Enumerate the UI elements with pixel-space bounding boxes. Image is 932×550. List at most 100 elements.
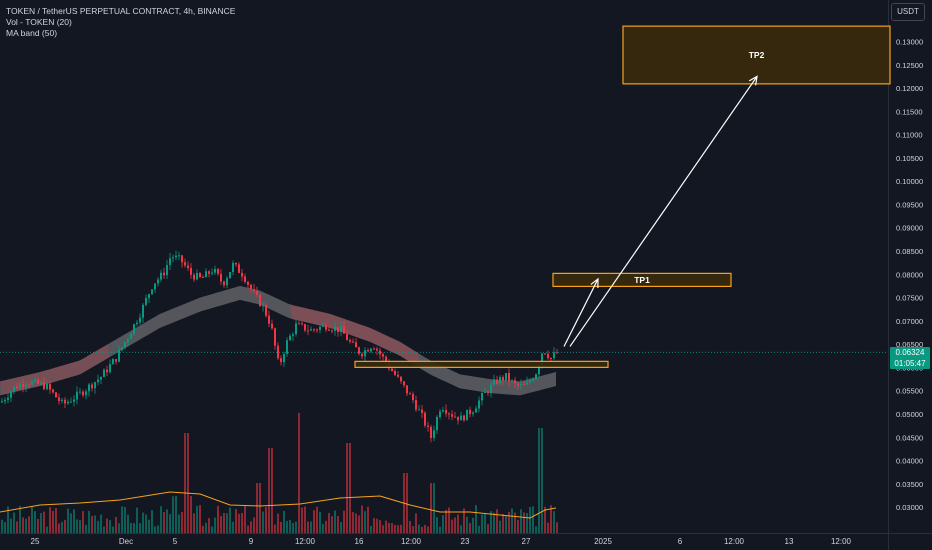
volume-ma-line <box>0 491 557 519</box>
candle-body <box>133 324 135 334</box>
volume-bar <box>265 507 267 533</box>
candle-body <box>64 399 66 404</box>
volume-bar <box>199 505 201 533</box>
volume-bar <box>277 513 279 533</box>
candle-body <box>208 271 210 274</box>
volume-bar <box>421 526 423 533</box>
candle-body <box>295 323 297 335</box>
currency-button[interactable]: USDT <box>891 3 925 21</box>
candle-body <box>343 326 345 334</box>
candle-body <box>109 364 111 373</box>
y-tick-label: 0.07500 <box>896 294 923 303</box>
y-tick-label: 0.04000 <box>896 457 923 466</box>
volume-bar <box>64 519 66 533</box>
volume-bar <box>76 519 78 533</box>
volume-bar <box>493 512 495 533</box>
x-tick-label: 12:00 <box>295 537 316 546</box>
volume-bar <box>244 506 246 533</box>
candle-body <box>55 392 57 398</box>
volume-bar <box>469 523 471 533</box>
symbol-title[interactable]: TOKEN / TetherUS PERPETUAL CONTRACT, 4h,… <box>6 6 236 16</box>
candle-body <box>58 397 60 402</box>
candle-body <box>520 383 522 386</box>
volume-bar <box>466 516 468 533</box>
x-tick-label: 9 <box>249 537 254 546</box>
volume-bar <box>304 506 306 533</box>
candle-body <box>175 255 177 258</box>
x-tick-label: 27 <box>522 537 531 546</box>
volume-bar <box>118 523 120 533</box>
volume-bar <box>178 514 180 533</box>
volume-bar <box>253 517 255 533</box>
ma-band-indicator-label[interactable]: MA band (50) <box>6 28 58 38</box>
volume-bar <box>496 509 498 533</box>
candle-body <box>37 379 39 384</box>
candle-body <box>52 389 54 393</box>
y-tick-label: 0.13000 <box>896 38 923 47</box>
candle-body <box>508 372 510 382</box>
volume-bar <box>37 519 39 533</box>
volume-bar <box>556 522 558 533</box>
candle-body <box>382 354 384 357</box>
x-tick-label: 2025 <box>594 537 612 546</box>
volume-bar <box>409 520 411 533</box>
volume-bar <box>295 521 297 533</box>
candle-body <box>82 391 84 396</box>
volume-bar <box>418 524 420 533</box>
volume-bar <box>34 511 36 533</box>
volume-bar <box>460 525 462 533</box>
volume-bar <box>502 513 504 533</box>
candle-body <box>73 399 75 402</box>
candle-body <box>154 283 156 290</box>
x-tick-label: 25 <box>31 537 40 546</box>
candle-body <box>466 409 468 421</box>
volume-bar <box>148 519 150 533</box>
candle-body <box>163 272 165 276</box>
candle-body <box>514 380 516 384</box>
volume-bar <box>10 518 12 533</box>
y-tick-label: 0.12000 <box>896 84 923 93</box>
candle-body <box>157 279 159 284</box>
candle-body <box>370 348 372 352</box>
volume-bar <box>160 506 162 533</box>
volume-bar <box>214 517 216 533</box>
candle-body <box>202 277 204 279</box>
candle-body <box>91 384 93 389</box>
candle-body <box>436 416 438 431</box>
candle-body <box>262 305 264 307</box>
volume-indicator-label[interactable]: Vol - TOKEN (20) <box>6 17 72 27</box>
candle-body <box>4 399 6 402</box>
candle-body <box>121 347 123 350</box>
volume-bar <box>175 496 177 533</box>
volume-bar <box>229 507 231 533</box>
candle-body <box>412 393 414 401</box>
candle-body <box>442 409 444 412</box>
x-tick-label: 12:00 <box>401 537 422 546</box>
candle-body <box>454 416 456 418</box>
candle-body <box>493 379 495 385</box>
volume-bar <box>382 525 384 533</box>
candle-body <box>103 369 105 377</box>
candle-body <box>76 391 78 400</box>
volume-bar <box>4 522 6 533</box>
volume-bar <box>388 522 390 533</box>
volume-bar <box>172 496 174 533</box>
candle-body <box>424 412 426 426</box>
volume-bar <box>55 507 57 533</box>
candle-body <box>172 257 174 259</box>
volume-bar <box>379 520 381 533</box>
candle-body <box>496 379 498 384</box>
volume-bar <box>268 448 270 533</box>
volume-bar <box>169 514 171 533</box>
candle-body <box>256 291 258 295</box>
candle-body <box>88 384 90 392</box>
volume-bar <box>436 517 438 533</box>
candle-body <box>34 379 36 382</box>
projection-arrow <box>569 76 758 347</box>
ma-band-bear-segment <box>290 304 420 369</box>
candle-body <box>445 409 447 414</box>
volume-bar <box>529 506 531 533</box>
candle-body <box>106 369 108 373</box>
